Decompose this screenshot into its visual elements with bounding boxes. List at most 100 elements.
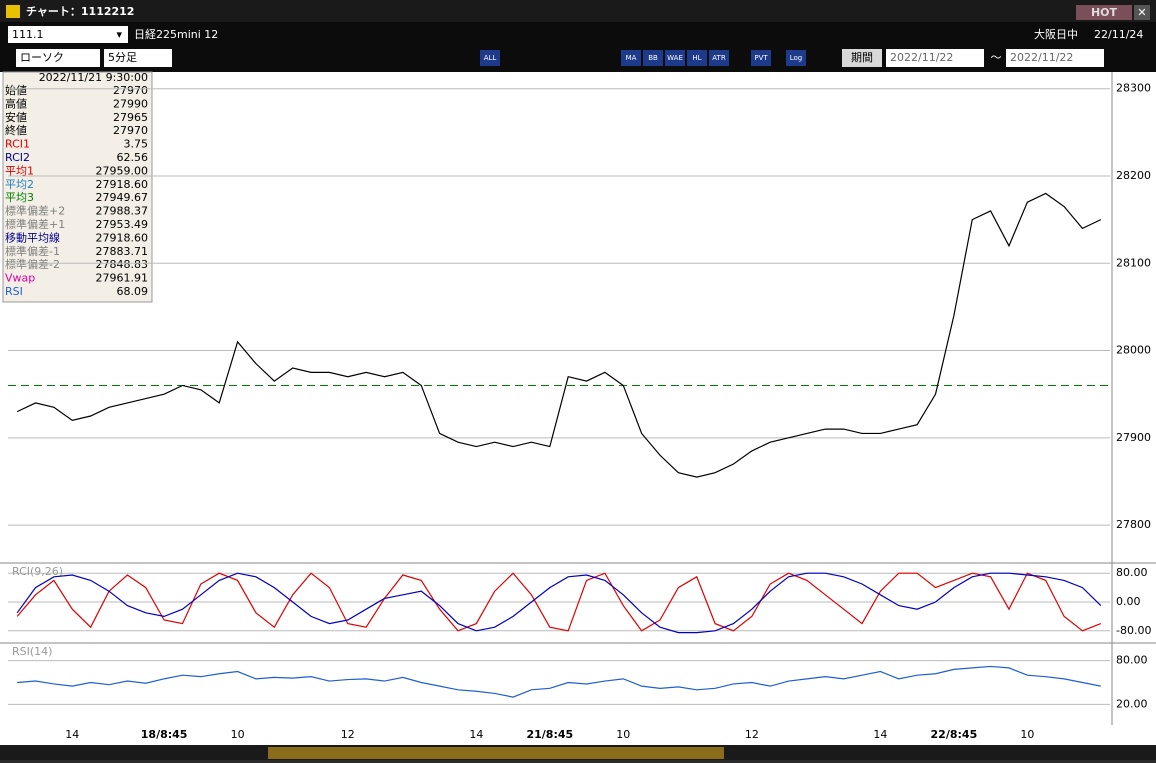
toolbar-button[interactable] bbox=[643, 50, 663, 66]
info-value: 27918.60 bbox=[96, 231, 149, 244]
info-label: 安値 bbox=[5, 110, 27, 124]
toolbar-button[interactable] bbox=[665, 50, 685, 66]
y-tick-label: 28200 bbox=[1116, 169, 1151, 182]
line-series bbox=[17, 665, 1101, 698]
y-tick-label: -80.00 bbox=[1116, 624, 1151, 637]
info-label: 標準偏差-1 bbox=[5, 244, 60, 258]
info-panel: 2022/11/21 9:30:00 始値 27970 高値 27990 安値 27965… bbox=[2, 71, 153, 303]
info-value: 62.56 bbox=[117, 151, 149, 164]
y-tick-label: 20.00 bbox=[1116, 697, 1148, 710]
toolbar-button[interactable] bbox=[480, 50, 500, 66]
hot-button[interactable] bbox=[1076, 5, 1132, 20]
close-icon: ✕ bbox=[1137, 6, 1146, 19]
line-series bbox=[16, 572, 1102, 632]
instrument-name: 日経225mini 12 bbox=[134, 28, 218, 41]
toolbar-button-label: HL bbox=[692, 54, 701, 62]
info-label: 平均1 bbox=[5, 164, 34, 177]
info-label: 平均3 bbox=[5, 191, 34, 204]
y-tick-label: 80.00 bbox=[1116, 566, 1148, 579]
info-label: RSI bbox=[5, 285, 23, 298]
line-series bbox=[16, 572, 1102, 634]
info-label: 終値 bbox=[5, 123, 27, 137]
info-value: 27848.83 bbox=[96, 258, 149, 271]
info-label: 平均2 bbox=[5, 178, 34, 191]
toolbar-button[interactable] bbox=[687, 50, 707, 66]
scroll-thumb[interactable] bbox=[268, 747, 724, 759]
info-label: RCI2 bbox=[5, 151, 30, 164]
period-label: 期間 bbox=[851, 51, 873, 64]
x-tick-label: 18/8:45 bbox=[141, 728, 188, 741]
y-tick-label: 28300 bbox=[1116, 82, 1151, 95]
x-tick-label: 12 bbox=[341, 728, 355, 741]
toolbar-button-label: ATR bbox=[712, 54, 726, 62]
line-series bbox=[16, 192, 1102, 478]
chart-type: ローソク bbox=[20, 51, 64, 64]
chart-area bbox=[0, 72, 1156, 725]
info-value: 27988.37 bbox=[96, 205, 149, 218]
x-tick-label: 14 bbox=[469, 728, 483, 741]
y-tick-label: 28100 bbox=[1116, 256, 1151, 269]
date-from-box[interactable] bbox=[886, 49, 984, 67]
info-value: 27918.60 bbox=[96, 178, 149, 191]
date-from: 2022/11/22 bbox=[890, 51, 953, 64]
toolbar-button[interactable] bbox=[786, 50, 806, 66]
info-value: 27953.49 bbox=[96, 218, 149, 231]
interval-select[interactable] bbox=[104, 49, 172, 67]
tilde: ～ bbox=[991, 51, 1002, 64]
info-label: Vwap bbox=[5, 272, 35, 285]
info-label: RCI1 bbox=[5, 138, 30, 151]
x-tick-label: 22/8:45 bbox=[931, 728, 978, 741]
info-value: 27959.00 bbox=[96, 164, 149, 177]
toolbar-button[interactable] bbox=[751, 50, 771, 66]
info-value: 27990 bbox=[113, 97, 148, 110]
window-title: チャート：1112212 bbox=[26, 5, 134, 18]
info-value: 27883.71 bbox=[96, 245, 149, 258]
info-value: 27949.67 bbox=[96, 191, 149, 204]
info-value: 27965 bbox=[113, 111, 148, 124]
info-datetime: 2022/11/21 9:30:00 bbox=[39, 71, 148, 84]
toolbar-button-label: BB bbox=[648, 54, 658, 62]
toolbar-button-label: PVT bbox=[754, 54, 768, 62]
x-tick-label: 10 bbox=[1020, 728, 1034, 741]
y-tick-label: 27900 bbox=[1116, 431, 1151, 444]
x-axis-area bbox=[0, 725, 1156, 745]
header-date: 22/11/24 bbox=[1094, 28, 1143, 41]
toolbar-button-label: Log bbox=[790, 54, 803, 62]
toolbar-button[interactable] bbox=[621, 50, 641, 66]
x-tick-label: 10 bbox=[231, 728, 245, 741]
x-tick-label: 21/8:45 bbox=[526, 728, 573, 741]
hot-label: HOT bbox=[1091, 6, 1118, 19]
period-button[interactable] bbox=[842, 49, 882, 67]
info-value: 3.75 bbox=[124, 138, 149, 151]
interval: 5分足 bbox=[108, 51, 137, 64]
close-button[interactable] bbox=[1134, 5, 1150, 20]
toolbar-button[interactable] bbox=[709, 50, 729, 66]
info-value: 27961.91 bbox=[96, 272, 149, 285]
panel-title: RSI(14) bbox=[12, 645, 52, 658]
date-to: 2022/11/22 bbox=[1010, 51, 1073, 64]
info-value: 27970 bbox=[113, 84, 148, 97]
info-value: 27970 bbox=[113, 124, 148, 137]
toolbar-button-label: MA bbox=[626, 54, 637, 62]
dropdown-arrow: ▾ bbox=[116, 28, 122, 41]
app-icon bbox=[6, 5, 20, 18]
chart-type-select[interactable] bbox=[16, 49, 100, 67]
x-tick-label: 10 bbox=[616, 728, 630, 741]
y-tick-label: 0.00 bbox=[1116, 595, 1141, 608]
info-label: 標準偏差+1 bbox=[5, 217, 65, 231]
info-label: 高値 bbox=[5, 96, 27, 110]
session: 大阪日中 bbox=[1034, 27, 1078, 41]
info-label: 移動平均線 bbox=[5, 230, 60, 244]
x-tick-label: 14 bbox=[873, 728, 887, 741]
symbol-box[interactable] bbox=[8, 26, 128, 43]
toolbar-button-label: ALL bbox=[484, 54, 497, 62]
toolbar-button-label: WAE bbox=[667, 54, 683, 62]
date-to-box[interactable] bbox=[1006, 49, 1104, 67]
info-label: 標準偏差+2 bbox=[5, 204, 65, 218]
y-tick-label: 27800 bbox=[1116, 518, 1151, 531]
info-label: 始値 bbox=[5, 83, 27, 97]
title-bar bbox=[0, 0, 1156, 22]
info-value: 68.09 bbox=[117, 285, 149, 298]
